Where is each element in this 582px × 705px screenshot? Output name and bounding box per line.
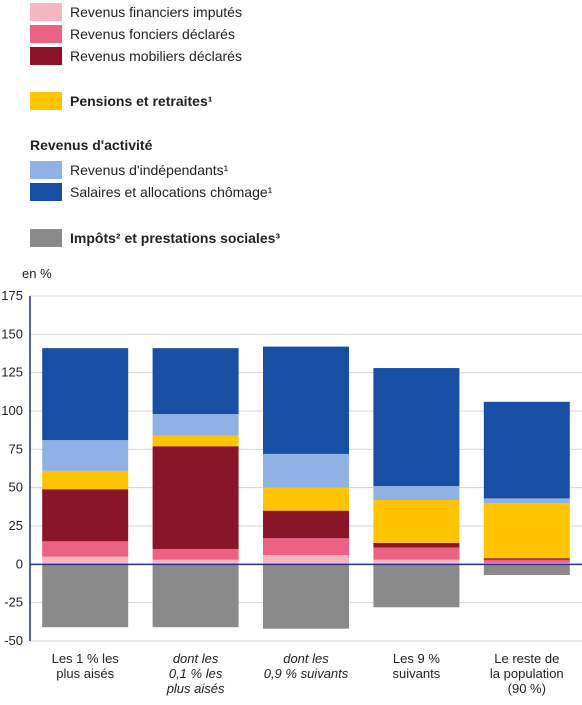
legend-swatch [30, 161, 62, 179]
x-category-label: dont les [283, 651, 329, 666]
bar-segment-pensions-retraites [42, 470, 129, 490]
bar-segment-revenus-mobiliers-declares [263, 510, 349, 539]
bar-segment-revenus-mobiliers-declares [152, 446, 239, 549]
bar-segment-revenus-financiers-imputes [152, 559, 239, 565]
legend-label: Revenus financiers imputés [70, 4, 242, 20]
bar-segment-revenus-financiers-imputes [42, 556, 129, 565]
legend-label: Pensions et retraites¹ [70, 93, 213, 109]
legend-swatch [30, 183, 62, 201]
y-tick-label: 75 [9, 441, 23, 456]
legend-label: Revenus mobiliers déclarés [70, 48, 242, 64]
x-category-label: la population [490, 666, 564, 681]
bar-segment-revenus-independants [483, 498, 570, 503]
legend-item-revenus-fonciers-declares: Revenus fonciers déclarés [30, 24, 235, 44]
bar-segment-salaires-chomage [373, 368, 460, 487]
x-category-label: Les 9 % [393, 651, 440, 666]
y-tick-label: 175 [1, 288, 23, 303]
legend-swatch [30, 47, 62, 65]
bar-segment-revenus-mobiliers-declares [42, 489, 129, 542]
x-category-label: suivants [393, 666, 441, 681]
bar-segment-revenus-fonciers-declares [263, 538, 349, 556]
x-category-label: 0,1 % les [169, 666, 223, 681]
bars [42, 346, 570, 629]
y-tick-label: 150 [1, 326, 23, 341]
bar-segment-revenus-financiers-imputes [373, 559, 460, 565]
legend-label: Salaires et allocations chômage¹ [70, 184, 273, 200]
legend-item-pensions-retraites: Pensions et retraites¹ [30, 91, 212, 111]
legend-heading-revenus-activite: Revenus d'activité [30, 137, 153, 153]
bar-segment-revenus-independants [152, 414, 239, 436]
bar-segment-salaires-chomage [263, 346, 349, 454]
y-tick-label: 100 [1, 403, 23, 418]
x-category-label: plus aisés [56, 666, 114, 681]
bar-segment-revenus-fonciers-declares [42, 541, 129, 557]
y-tick-label: -25 [4, 595, 23, 610]
bar-segment-revenus-independants [263, 453, 349, 488]
bar-segment-revenus-financiers-imputes [483, 562, 570, 565]
y-tick-label: -50 [4, 633, 23, 648]
bar-segment-revenus-financiers-imputes [263, 555, 349, 565]
bar-segment-impots-prestations [152, 564, 239, 628]
legend-item-revenus-financiers-imputes: Revenus financiers imputés [30, 2, 242, 22]
bar-segment-salaires-chomage [42, 348, 129, 441]
y-tick-label: 0 [16, 556, 23, 571]
y-tick-label: 50 [9, 480, 23, 495]
bar-segment-pensions-retraites [152, 435, 239, 447]
legend-label: Revenus fonciers déclarés [70, 26, 235, 42]
legend-swatch [30, 25, 62, 43]
bar-segment-revenus-fonciers-declares [483, 559, 570, 563]
legend-item-revenus-mobiliers-declares: Revenus mobiliers déclarés [30, 46, 242, 66]
bar-segment-revenus-independants [373, 486, 460, 500]
bar-segment-impots-prestations [263, 564, 349, 629]
legend-swatch [30, 92, 62, 110]
legend-swatch [30, 229, 62, 247]
bar-segment-revenus-independants [42, 440, 129, 471]
x-category-label: dont les [173, 651, 219, 666]
legend-label: Revenus d'indépendants¹ [70, 162, 229, 178]
legend-swatch [30, 3, 62, 21]
legend-label: Impôts² et prestations sociales³ [70, 230, 281, 246]
bar-segment-revenus-mobiliers-declares [483, 558, 570, 560]
bar-segment-impots-prestations [483, 564, 570, 576]
bar-segment-salaires-chomage [152, 348, 239, 415]
x-category-label: 0,9 % suivants [264, 666, 349, 681]
x-category-label: Les 1 % les [52, 651, 120, 666]
bar-segment-pensions-retraites [483, 503, 570, 559]
x-category-label: plus aisés [166, 681, 225, 696]
bar-segment-pensions-retraites [373, 499, 460, 543]
y-axis-unit-label: en % [22, 266, 52, 281]
x-category-label: (90 %) [508, 681, 546, 696]
bar-segment-impots-prestations [373, 564, 460, 608]
y-tick-label: 125 [1, 365, 23, 380]
x-category-label: Le reste de [494, 651, 559, 666]
y-tick-label: 25 [9, 518, 23, 533]
bar-segment-pensions-retraites [263, 487, 349, 511]
legend-item-revenus-independants: Revenus d'indépendants¹ [30, 160, 228, 180]
legend-item-impots-prestations: Impôts² et prestations sociales³ [30, 228, 280, 248]
bar-segment-revenus-mobiliers-declares [373, 542, 460, 548]
bar-segment-salaires-chomage [483, 401, 570, 499]
y-tick-labels: 175 150 125 100 75 50 25 0 -25 -50 [1, 288, 23, 648]
legend-item-salaires-chomage: Salaires et allocations chômage¹ [30, 182, 272, 202]
bar-segment-revenus-fonciers-declares [152, 549, 239, 560]
bar-segment-revenus-fonciers-declares [373, 547, 460, 560]
bar-segment-impots-prestations [42, 564, 129, 628]
